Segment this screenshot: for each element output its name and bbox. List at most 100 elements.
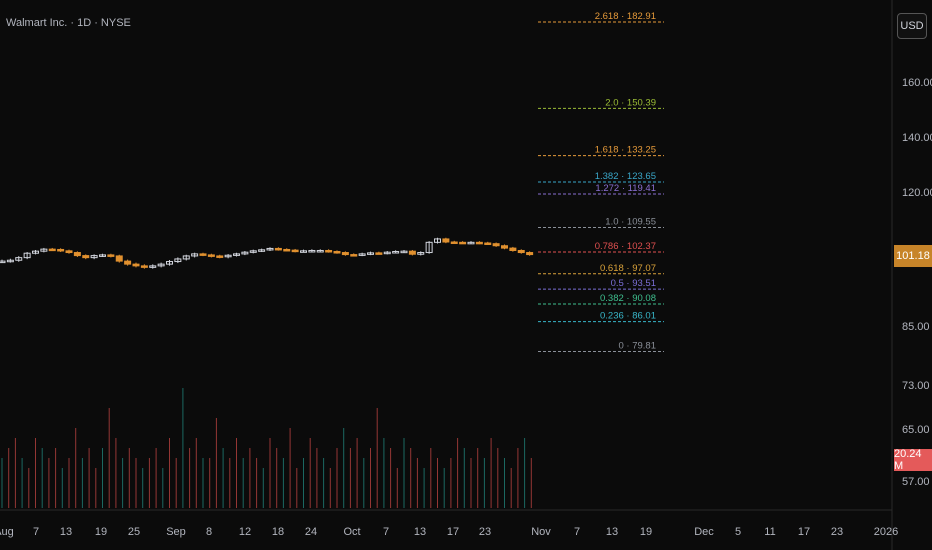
candle-body	[115, 255, 123, 262]
fib-label: 0.618 · 97.07	[600, 263, 656, 274]
candle-body	[216, 255, 224, 258]
time-axis-label: 11	[764, 526, 775, 538]
price-axis-label: 160.00	[902, 77, 932, 89]
time-axis-label: 18	[272, 526, 284, 538]
candle-body	[266, 247, 274, 251]
price-axis[interactable]: 57.00 65.00 73.00 85.00 120.00 140.00 160.00	[902, 77, 932, 488]
candle-body	[48, 248, 56, 252]
time-axis-label: Oct	[343, 526, 360, 538]
time-axis-label: Nov	[531, 526, 551, 538]
candle-body	[367, 252, 374, 255]
price-axis-label: 73.00	[902, 380, 930, 392]
candle-body	[207, 254, 215, 257]
price-axis-label: 85.00	[902, 321, 930, 333]
time-axis-label: 12	[239, 526, 251, 538]
time-axis-label: Sep	[166, 526, 186, 538]
candle-body	[308, 249, 316, 253]
fib-label: 0.382 · 90.08	[600, 293, 656, 304]
candle-body	[23, 252, 31, 259]
time-axis-label: 23	[479, 526, 491, 538]
candle-body	[199, 253, 207, 256]
candle-body	[400, 250, 408, 254]
fib-label: 1.0 · 109.55	[605, 217, 656, 228]
candle-body	[258, 249, 266, 252]
candle-body	[274, 247, 282, 251]
time-axis-label: 2026	[874, 526, 898, 538]
time-axis-label: 5	[735, 526, 741, 538]
fib-label: 1.382 · 123.65	[595, 171, 656, 182]
candle-body	[124, 260, 132, 265]
candle-body	[140, 265, 148, 268]
candle-body	[475, 241, 483, 245]
candle-body	[283, 248, 291, 252]
candle-body	[492, 243, 500, 247]
time-axis-label: 7	[574, 526, 580, 538]
volume-bars	[1, 388, 532, 508]
fibonacci-levels: 2.618 · 182.91 2.0 · 150.39 1.618 · 133.25…	[538, 11, 664, 353]
candle-body	[526, 252, 534, 256]
candle-body	[157, 263, 165, 267]
candle-body	[65, 250, 73, 254]
candle-body	[467, 241, 475, 245]
candle-body	[249, 250, 257, 253]
price-axis-label: 120.00	[902, 187, 932, 199]
candle-body	[383, 251, 391, 255]
time-axis-label: 13	[60, 526, 72, 538]
candle-body	[442, 238, 450, 243]
candle-body	[316, 249, 324, 253]
candle-body	[434, 238, 441, 243]
time-axis-label: 13	[414, 526, 426, 538]
time-axis-label: 17	[798, 526, 810, 538]
candle-body	[82, 255, 90, 259]
fib-label: 1.618 · 133.25	[595, 145, 656, 156]
candle-body	[166, 261, 173, 265]
last-price-badge: 101.18	[894, 245, 932, 267]
symbol-title[interactable]: Walmart Inc. · 1D · NYSE	[6, 17, 131, 29]
candle-body	[182, 255, 190, 260]
time-axis[interactable]: Aug 7 13 19 25 Sep 8 12 18 24 Oct 7 13 17 23 Nov 7 13 19 De…	[0, 526, 898, 538]
fib-label: 0.236 · 86.01	[600, 311, 656, 322]
time-axis-label: 7	[383, 526, 389, 538]
fib-label: 0.5 · 93.51	[611, 278, 656, 289]
candle-body	[191, 253, 199, 257]
time-axis-label: 17	[447, 526, 459, 538]
time-axis-label: 8	[206, 526, 212, 538]
time-axis-label: 19	[95, 526, 107, 538]
candle-body	[0, 260, 6, 264]
candle-body	[224, 254, 232, 258]
candle-body	[73, 252, 81, 257]
candle-body	[57, 248, 65, 252]
candle-body	[425, 241, 433, 254]
candle-body	[408, 250, 416, 255]
fib-label: 2.618 · 182.91	[595, 11, 656, 22]
candle-body	[501, 245, 508, 249]
price-axis-label: 140.00	[902, 132, 932, 144]
candle-body	[149, 265, 157, 268]
candle-body	[459, 241, 467, 245]
time-axis-label: 19	[640, 526, 652, 538]
volume-badge: 20.24 M	[894, 448, 932, 472]
candle-body	[484, 242, 492, 246]
candle-body	[450, 241, 458, 244]
time-axis-label: 13	[606, 526, 618, 538]
candle-body	[325, 249, 333, 253]
fib-label: 1.272 · 119.41	[595, 183, 656, 194]
candle-body	[233, 253, 240, 256]
candles	[0, 237, 534, 269]
currency-button[interactable]: USD	[897, 13, 927, 39]
candle-body	[174, 258, 182, 263]
candle-body	[90, 255, 98, 259]
candle-body	[241, 251, 249, 255]
candle-body	[358, 253, 366, 256]
candle-body	[15, 257, 23, 261]
candle-body	[375, 252, 383, 255]
candle-body	[417, 252, 425, 255]
candle-body	[333, 251, 341, 254]
candle-body	[509, 247, 517, 251]
fib-label: 2.0 · 150.39	[605, 97, 656, 108]
candle-body	[350, 254, 358, 257]
time-axis-label: Aug	[0, 526, 14, 538]
candle-body	[6, 259, 14, 263]
